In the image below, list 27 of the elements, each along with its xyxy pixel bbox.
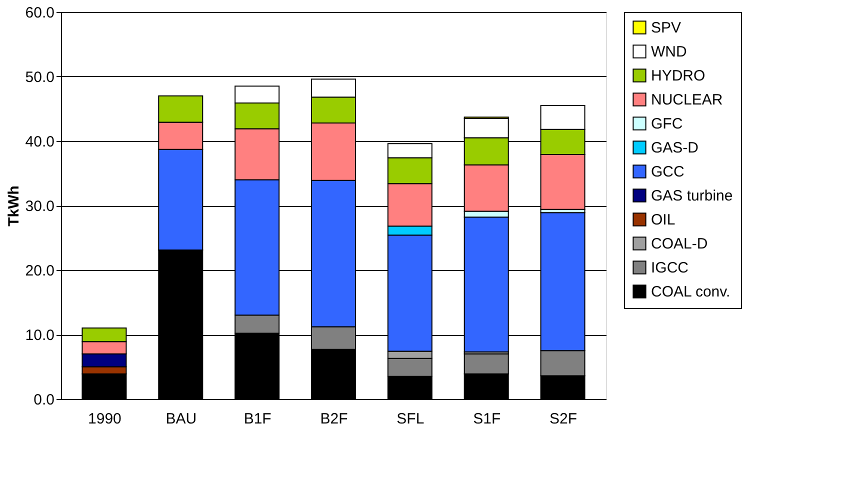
- x-tick-label: SFL: [396, 410, 424, 428]
- x-tick-label: B1F: [244, 410, 272, 428]
- legend-label: HYDRO: [651, 68, 706, 84]
- x-tick-label: S1F: [473, 410, 501, 428]
- legend-label: NUCLEAR: [651, 92, 723, 108]
- y-tick-label: 40.0: [25, 134, 54, 150]
- legend-label: GCC: [651, 164, 684, 180]
- legend-label: COAL conv.: [651, 284, 730, 300]
- legend-label: COAL-D: [651, 236, 708, 252]
- legend-label: GAS turbine: [651, 188, 733, 204]
- y-axis-title: TkWh: [5, 186, 22, 226]
- legend-label: IGCC: [651, 260, 689, 276]
- y-tick-label: 50.0: [25, 69, 54, 86]
- x-tick-label: S2F: [550, 410, 578, 428]
- legend-label: SPV: [651, 20, 682, 36]
- legend-label: GAS-D: [651, 140, 699, 156]
- legend-label: OIL: [651, 212, 676, 228]
- x-tick-label: 1990: [88, 410, 122, 428]
- legend-label: WND: [651, 44, 687, 60]
- x-tick-label: BAU: [166, 410, 197, 428]
- x-tick-label: B2F: [320, 410, 348, 428]
- y-tick-label: 20.0: [25, 262, 54, 280]
- y-tick-label: 30.0: [25, 198, 54, 215]
- y-tick-label: 60.0: [25, 4, 54, 22]
- legend-label: GFC: [651, 116, 683, 132]
- y-tick-label: 10.0: [25, 327, 54, 344]
- y-tick-label: 0.0: [34, 392, 54, 408]
